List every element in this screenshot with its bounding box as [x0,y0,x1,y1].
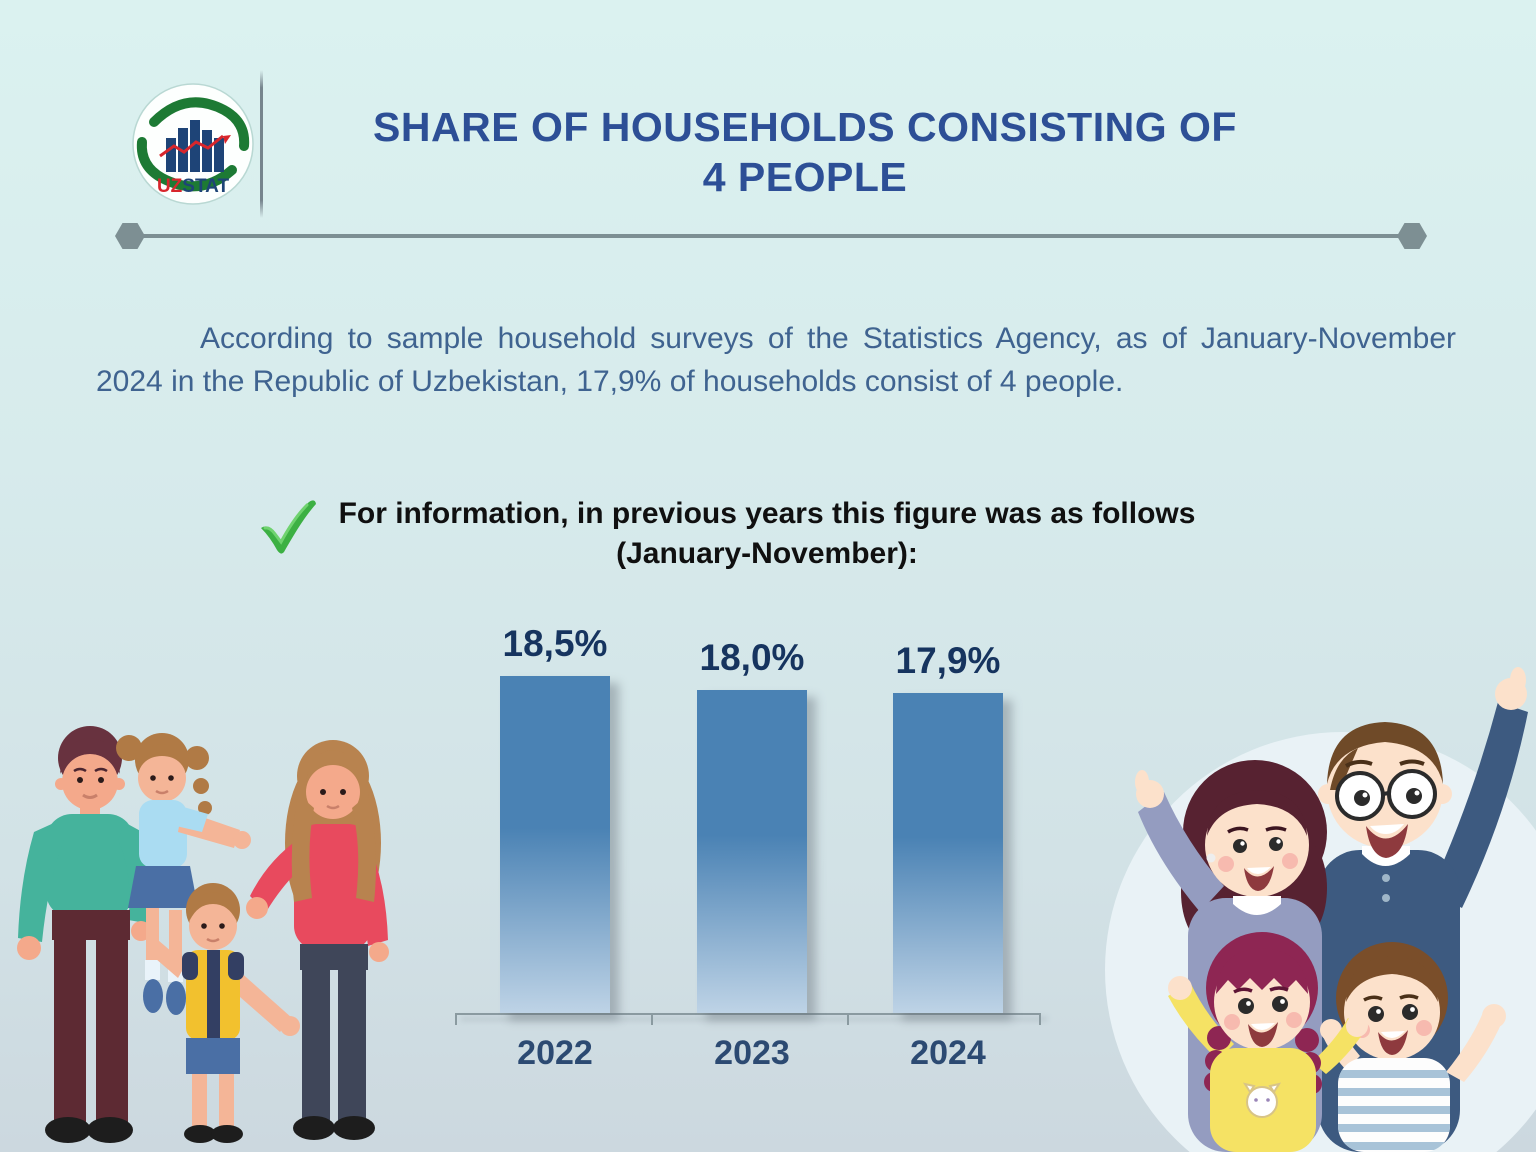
section-divider [115,222,1427,250]
logo-uz: UZ [157,176,183,197]
daughter-figure [116,733,251,1015]
logo-stat: STAT [182,176,229,197]
family-left-illustration [17,726,389,1143]
cartoon-boy-figure [1320,942,1506,1152]
divider-line [125,234,1417,238]
axis-tick [651,1013,653,1025]
bar-value-label: 17,9% [895,640,1001,681]
info-note-text: For information, in previous years this … [319,494,1215,573]
intro-paragraph: According to sample household surveys of… [96,322,1456,398]
divider-hexagon-right [1397,223,1427,249]
uzstat-logo: UZSTAT [128,80,258,214]
axis-tick [847,1013,849,1025]
mother-figure [246,740,389,1140]
family-right-illustration [1105,667,1536,1152]
bar-2024 [893,693,1003,1013]
bar-category-label: 2023 [714,1034,790,1072]
axis-tick [1039,1013,1041,1025]
bar-2022 [500,676,610,1013]
info-note: For information, in previous years this … [255,494,1215,573]
axis-tick [455,1013,457,1025]
bar-2023 [697,690,807,1013]
page-title-line1: SHARE OF HOUSEHOLDS CONSISTING OF [373,104,1237,150]
cartoon-girl-figure [1168,932,1368,1152]
bar-category-label: 2022 [517,1034,593,1072]
page-title-line2: 4 PEOPLE [702,154,908,201]
uzstat-logo-icon: UZSTAT [132,83,254,205]
info-note-line1: For information, in previous years this … [338,497,1196,530]
page-title: SHARE OF HOUSEHOLDS CONSISTING OF 4 PEOP… [300,102,1310,202]
info-note-line2: (January-November): [616,536,918,570]
check-icon [261,500,316,554]
bar-chart: 18,5% 2022 18,0% 2023 17,9% 2024 [455,623,1043,1096]
bar-value-label: 18,0% [699,637,805,678]
bar-category-label: 2024 [910,1034,986,1072]
svg-text:UZSTAT: UZSTAT [157,176,230,197]
header-vertical-rule [260,70,263,218]
son-figure [148,883,300,1143]
divider-hexagon-left [115,223,145,249]
chart-baseline [455,1013,1041,1015]
bar-value-label: 18,5% [502,623,608,664]
father-figure [17,726,154,1143]
